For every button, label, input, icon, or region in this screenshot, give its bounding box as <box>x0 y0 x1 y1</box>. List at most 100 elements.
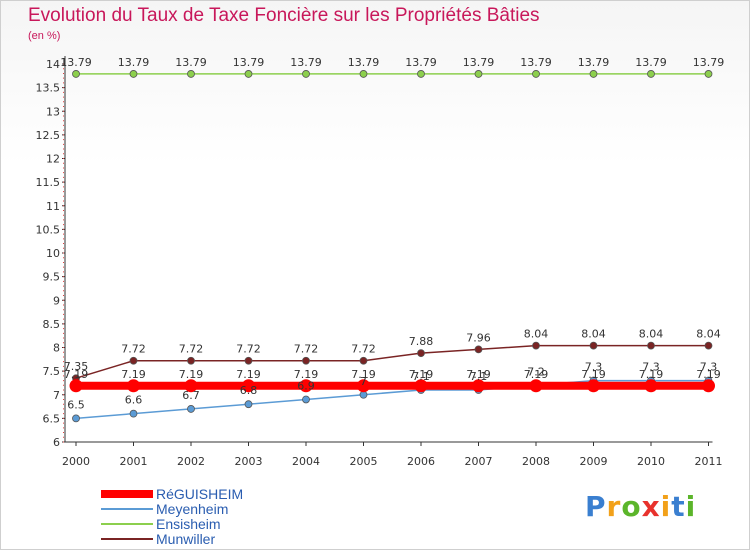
data-point <box>187 405 195 413</box>
data-label: 7.2 <box>527 365 545 378</box>
data-point <box>244 400 253 409</box>
data-label: 13.79 <box>290 56 322 69</box>
data-point <box>299 379 313 393</box>
y-tick-label: 13 <box>46 105 60 118</box>
data-label: 7.1 <box>470 370 488 383</box>
data-point <box>647 70 655 78</box>
y-tick-label: 10.5 <box>36 223 61 236</box>
data-label: 7.19 <box>466 368 491 381</box>
legend-label: Ensisheim <box>156 516 221 532</box>
data-point <box>129 70 138 78</box>
data-point <box>589 341 598 350</box>
data-point <box>69 379 83 393</box>
data-point <box>129 356 138 365</box>
data-label: 7.19 <box>409 368 434 381</box>
y-tick-label: 11 <box>46 200 60 213</box>
data-label: 6.5 <box>67 398 85 411</box>
x-tick-label: 2003 <box>235 455 263 468</box>
data-label: 13.79 <box>348 56 380 69</box>
data-label: 13.79 <box>520 56 552 69</box>
data-label: 7.19 <box>696 368 721 381</box>
data-label: 7.19 <box>524 368 549 381</box>
data-label: 7.88 <box>409 335 434 348</box>
y-tick-label: 9 <box>53 294 60 307</box>
data-point <box>72 70 80 78</box>
logo-letter: t <box>671 490 686 523</box>
data-label: 7 <box>360 375 367 388</box>
y-tick-label: 9.5 <box>43 271 61 284</box>
y-tick-label: 12 <box>46 153 60 166</box>
data-labels-layer: 7.19 7.19 7.19 7.19 7.19 7.19 7.19 7.19 7.19 7.19… <box>60 56 724 411</box>
chart-title: Evolution du Taux de Taxe Foncière sur l… <box>28 5 540 26</box>
series-line-meyenheim <box>75 379 709 420</box>
data-point <box>187 70 195 78</box>
data-label: 7.19 <box>121 368 146 381</box>
data-label: 6.9 <box>297 379 315 392</box>
y-tick-label: 6.5 <box>43 412 61 425</box>
data-point <box>589 70 598 78</box>
logo-letter: x <box>641 490 661 523</box>
data-label: 6.8 <box>240 384 258 397</box>
data-point <box>302 70 310 78</box>
data-point <box>474 345 483 354</box>
proxiti-logo: Proxiti <box>585 490 696 523</box>
data-label: 7.19 <box>179 368 204 381</box>
y-tick-label: 6 <box>53 436 60 449</box>
x-tick-label: 2009 <box>580 455 608 468</box>
data-label: 7.19 <box>581 368 606 381</box>
data-label: 7.19 <box>236 368 261 381</box>
data-label: 13.79 <box>463 56 495 69</box>
legend-label: Munwiller <box>156 531 215 547</box>
data-point <box>187 356 195 365</box>
data-point <box>184 379 198 393</box>
logo-letter: P <box>585 490 607 523</box>
x-tick-label: 2005 <box>350 455 378 468</box>
data-point <box>472 379 485 393</box>
y-tick-label: 11.5 <box>36 176 61 189</box>
data-point <box>302 356 310 365</box>
data-label: 7.96 <box>466 331 491 344</box>
y-tick-label: 13.5 <box>36 82 61 95</box>
data-point <box>532 70 540 78</box>
y-tick-label: 10 <box>46 247 60 260</box>
data-label: 7.72 <box>236 343 261 356</box>
data-label: 6.7 <box>182 389 200 402</box>
data-point <box>242 379 255 393</box>
data-label: 7.19 <box>64 368 89 381</box>
data-label: 13.79 <box>578 56 610 69</box>
logo-letter: r <box>606 490 622 523</box>
data-label: 13.79 <box>60 56 92 69</box>
data-label: 13.79 <box>175 56 207 69</box>
x-tick-label: 2002 <box>177 455 205 468</box>
data-point <box>302 395 310 404</box>
data-label: 7.3 <box>700 361 718 374</box>
data-point <box>359 70 368 78</box>
data-label: 6.6 <box>125 394 143 407</box>
logo-letter: o <box>621 490 642 523</box>
x-tick-label: 2011 <box>695 455 723 468</box>
data-point <box>532 341 540 350</box>
data-point <box>474 70 483 78</box>
data-label: 7.72 <box>179 343 204 356</box>
y-tick-label: 8 <box>53 342 60 355</box>
data-point <box>704 70 713 78</box>
data-point <box>244 70 253 78</box>
x-tick-label: 2001 <box>120 455 148 468</box>
data-label: 8.04 <box>639 328 664 341</box>
y-tick-label: 12.5 <box>36 129 61 142</box>
data-label: 7.72 <box>351 343 376 356</box>
y-tick-label: 14 <box>46 58 60 71</box>
data-point <box>357 379 370 393</box>
data-label: 8.04 <box>524 328 549 341</box>
x-tick-label: 2007 <box>465 455 493 468</box>
data-label: 13.79 <box>693 56 725 69</box>
data-label: 7.3 <box>642 361 660 374</box>
data-label: 7.3 <box>585 361 603 374</box>
legend-label: Meyenheim <box>156 501 228 517</box>
data-point <box>417 70 425 78</box>
data-label: 7.72 <box>294 343 319 356</box>
y-tick-label: 7.5 <box>43 365 61 378</box>
